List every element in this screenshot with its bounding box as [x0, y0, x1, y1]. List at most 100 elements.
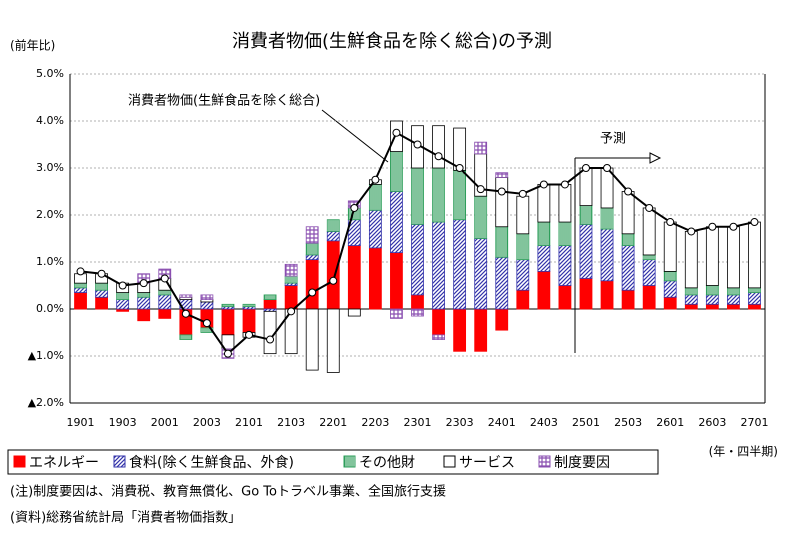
bar-segment [621, 233, 635, 246]
legend-label: その他財 [359, 455, 415, 471]
bar-segment [368, 184, 382, 211]
bar-segment [179, 294, 193, 298]
bar-segment [347, 308, 361, 317]
cpi-marker [97, 269, 106, 278]
x-axis-label: (年・四半期) [709, 445, 778, 459]
cpi-marker [139, 279, 148, 288]
bar-segment [663, 296, 677, 310]
bar-segment [748, 292, 761, 305]
bar-segment [621, 289, 635, 310]
bar-segment [221, 303, 235, 308]
bar-segment [727, 303, 740, 310]
bar-segment [600, 280, 614, 310]
bar-segment [684, 303, 698, 310]
bar-segment [284, 275, 298, 284]
bar-segment [495, 256, 509, 310]
cpi-marker [76, 267, 85, 276]
bar-segment [727, 294, 740, 305]
x-tick-label: 2401 [488, 416, 516, 429]
bar-segment [390, 151, 403, 192]
x-tick-label: 2501 [572, 416, 600, 429]
cpi-marker [750, 218, 759, 227]
cpi-marker [160, 274, 169, 283]
bar-segment [95, 296, 108, 310]
x-tick-label: 2003 [193, 416, 221, 429]
legend-swatch [13, 455, 26, 468]
bar-segment [347, 245, 361, 310]
bar-segment [411, 294, 424, 310]
bar-segment [284, 285, 298, 310]
cpi-marker [308, 288, 317, 297]
bar-segment [537, 184, 551, 223]
bar-segment [305, 242, 319, 256]
cpi-marker [518, 189, 527, 198]
cpi-marker [434, 152, 443, 161]
y-tick-label: 4.0% [36, 114, 64, 127]
bar-segment [390, 191, 403, 253]
bar-segment [705, 303, 719, 310]
bar-segment [579, 167, 593, 206]
bar-segment [537, 221, 551, 246]
bar-segment [705, 294, 719, 305]
bar-segment [326, 308, 340, 373]
bar-segment [158, 289, 172, 296]
y-axis-label: (前年比) [10, 38, 55, 53]
bar-segment [326, 240, 340, 310]
cpi-marker [202, 319, 211, 328]
legend-swatch [538, 455, 551, 468]
cpi-marker [455, 164, 464, 172]
bar-segment [284, 263, 298, 277]
bar-segment [95, 289, 108, 298]
bar-segment [516, 259, 530, 291]
bar-segment [411, 223, 424, 296]
bar-segment [663, 221, 677, 272]
bar-segment [326, 219, 340, 232]
cpi-marker [118, 281, 127, 290]
x-tick-label: 1903 [109, 416, 137, 429]
cpi-marker [287, 307, 296, 316]
bar-segment [579, 278, 593, 310]
x-tick-label: 2101 [235, 416, 263, 429]
cpi-marker [266, 335, 275, 344]
x-tick-label: 2201 [319, 416, 347, 429]
bar-segment [158, 308, 172, 319]
bar-segment [621, 245, 635, 291]
bar-segment [95, 282, 108, 291]
bar-segment [390, 308, 403, 319]
bar-segment [748, 303, 761, 310]
cpi-marker [245, 330, 254, 339]
cpi-marker [624, 187, 633, 196]
bar-segment [411, 308, 424, 317]
note: (注)制度要因は、消費税、教育無償化、Go Toトラベル事業、全国旅行支援 [10, 484, 446, 500]
bar-segment [200, 294, 214, 300]
forecast-annotation: 予測 [600, 132, 626, 147]
bar-segment [368, 209, 382, 249]
bar-segment [642, 254, 656, 261]
cpi-marker [476, 185, 485, 194]
bar-segment [474, 141, 488, 155]
bar-segment [495, 172, 509, 178]
y-tick-label: 1.0% [36, 255, 64, 268]
bar-segment [432, 167, 445, 223]
y-tick-label: ▲2.0% [28, 396, 64, 409]
bar-segment [305, 226, 319, 244]
cpi-marker [729, 222, 738, 231]
cpi-marker [539, 180, 548, 189]
y-tick-label: 0.0% [36, 302, 64, 315]
bar-segment [642, 207, 656, 256]
bar-segment [642, 285, 656, 310]
bar-segment [305, 254, 319, 261]
bar-segment [326, 231, 340, 242]
cpi-marker [413, 140, 422, 149]
bar-segment [727, 226, 740, 289]
x-tick-label: 2603 [698, 416, 726, 429]
bar-segment [474, 308, 488, 352]
bar-segment [453, 308, 467, 352]
cpi-marker [329, 276, 338, 285]
bar-segment [137, 292, 151, 298]
bar-segment [453, 169, 467, 221]
y-tick-label: 5.0% [36, 67, 64, 80]
cpi-marker [560, 180, 569, 189]
bar-segment [432, 334, 445, 340]
